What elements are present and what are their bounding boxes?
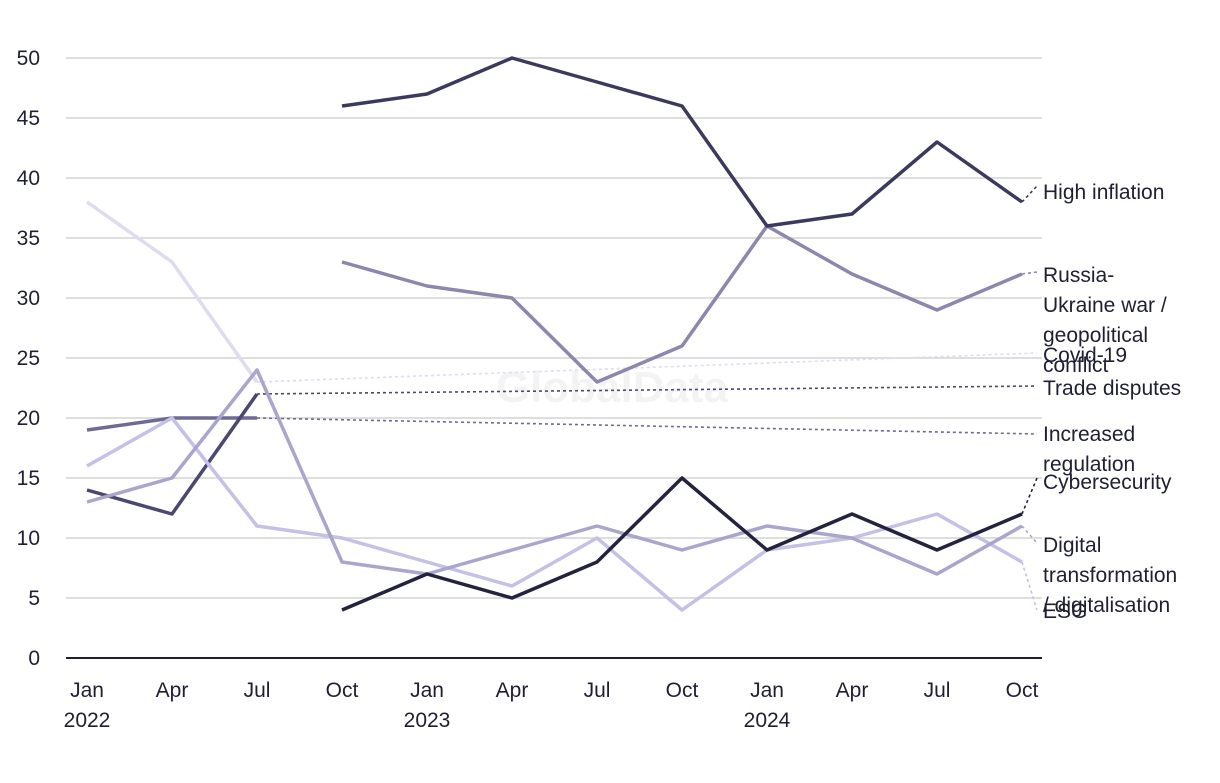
x-tick-label: Jan	[70, 679, 104, 702]
series-label-line: conflict	[1043, 354, 1109, 377]
y-axis: 0 5 10 15 20 25 30 35 40 45 50	[17, 47, 1042, 670]
series-label-line: High inflation	[1043, 181, 1164, 204]
chart-watermark: GlobalData	[496, 363, 729, 412]
y-tick-label: 30	[17, 287, 40, 310]
label-connectors	[256, 185, 1038, 611]
series-line-high-inflation	[341, 56, 1024, 228]
y-tick-label: 35	[17, 227, 40, 250]
series-label-line: geopolitical	[1043, 324, 1148, 347]
series-label-cybersecurity: Cybersecurity	[1043, 471, 1172, 494]
x-tick-year-label: 2022	[64, 709, 111, 732]
x-tick-label: Oct	[326, 679, 359, 702]
x-tick-label: Oct	[1006, 679, 1039, 702]
connector-esg	[1021, 561, 1038, 611]
series-line-russia-ukraine-war-geopolitical-conflict	[341, 224, 1023, 384]
y-tick-label: 20	[17, 407, 40, 430]
y-tick-label: 40	[17, 167, 40, 190]
series-label-line: Trade disputes	[1043, 377, 1181, 400]
series-label-high-inflation: High inflation	[1043, 181, 1164, 204]
series-label-line: Covid-19	[1043, 344, 1127, 367]
series-label-increased-regulation: Increased regulation	[1043, 423, 1135, 476]
series-label-line: regulation	[1043, 453, 1135, 476]
y-tick-label: 50	[17, 47, 40, 70]
series-line-trade-disputes	[86, 392, 259, 516]
y-tick-label: 45	[17, 107, 40, 130]
x-tick-label: Jul	[244, 679, 271, 702]
x-tick-label: Jul	[584, 679, 611, 702]
connector-covid-19	[256, 352, 1038, 383]
series-line-digital-transformation-digitalisation	[86, 368, 1023, 576]
x-tick-label: Jul	[924, 679, 951, 702]
series-label-line: ESG	[1043, 600, 1087, 623]
connector-russia-ukraine-war-geopolitical-conflict	[1021, 271, 1038, 275]
y-tick-label: 10	[17, 527, 40, 550]
connector-high-inflation	[1021, 185, 1038, 203]
x-tick-label: Oct	[666, 679, 699, 702]
connector-increased-regulation	[256, 417, 1038, 435]
series-label-esg: ESG	[1043, 600, 1087, 623]
series-labels: Increased regulation Trade disputes Covid-1…	[1043, 181, 1181, 623]
x-tick-year-label: 2024	[744, 709, 791, 732]
x-tick-year-label: 2023	[404, 709, 451, 732]
series-label-trade-disputes: Trade disputes	[1043, 377, 1181, 400]
series-line-cybersecurity	[341, 476, 1023, 612]
series-label-line: Russia-	[1043, 264, 1114, 287]
series-label-line: Ukraine war /	[1043, 294, 1167, 317]
x-tick-label: Jan	[750, 679, 784, 702]
series-label-line: Digital	[1043, 534, 1101, 557]
x-tick-label: Apr	[836, 679, 869, 702]
series-label-russia-ukraine-war-geopolitical-conflict: Russia- Ukraine war / geopolitical conflict	[1043, 264, 1167, 377]
connector-digital-transformation-digitalisation	[1021, 525, 1038, 544]
series-label-covid-19: Covid-19	[1043, 344, 1127, 367]
x-tick-label: Jan	[410, 679, 444, 702]
y-tick-label: 5	[28, 587, 40, 610]
y-tick-label: 0	[28, 647, 40, 670]
series-lines	[85, 56, 1024, 612]
series-label-line: transformation	[1043, 564, 1177, 587]
series-line-covid-19	[85, 200, 259, 384]
connector-trade-disputes	[256, 385, 1038, 395]
gridlines	[66, 57, 1042, 599]
series-label-digital-transformation-digitalisation: Digital transformation / digitalisation	[1043, 534, 1177, 617]
series-line-esg	[86, 416, 1023, 612]
y-tick-label: 15	[17, 467, 40, 490]
connector-cybersecurity	[1021, 477, 1038, 515]
x-axis: Jan 2022 Apr Jul Oct Jan 2023 Apr Jul Oct Jan 2024 A…	[64, 679, 1039, 732]
series-label-line: Increased	[1043, 423, 1135, 446]
x-tick-label: Apr	[496, 679, 529, 702]
series-label-line: / digitalisation	[1043, 594, 1170, 617]
series-label-line: Cybersecurity	[1043, 471, 1172, 494]
x-tick-label: Apr	[156, 679, 189, 702]
y-tick-label: 25	[17, 347, 40, 370]
